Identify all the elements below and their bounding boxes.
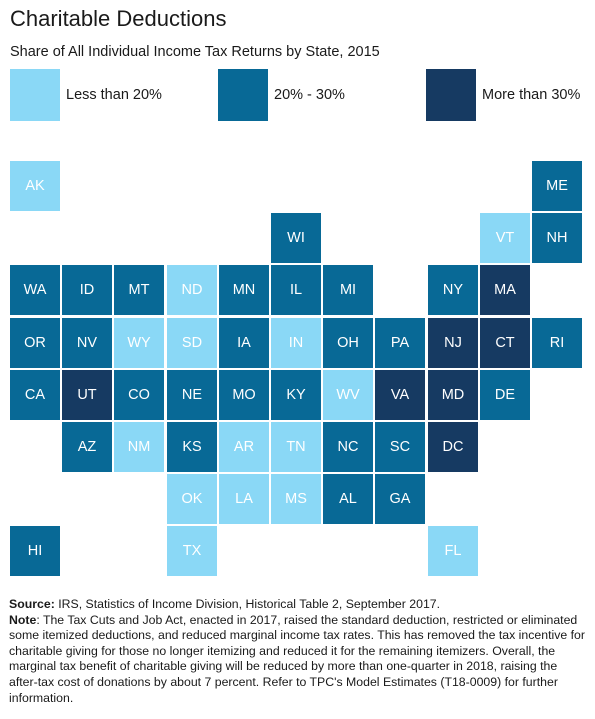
state-tile-ak: AK: [10, 161, 60, 211]
state-tile-hi: HI: [10, 526, 60, 576]
state-tile-wv: WV: [323, 370, 373, 420]
state-tile-ct: CT: [480, 318, 530, 368]
state-tile-ok: OK: [167, 474, 217, 524]
legend-swatch-low: [10, 69, 60, 121]
state-tile-co: CO: [114, 370, 164, 420]
tile-map: AK ME WI VT NH WA ID MT ND MN IL MI NY MA OR NV WY SD IA IN…: [10, 161, 582, 576]
state-tile-me: ME: [532, 161, 582, 211]
state-tile-pa: PA: [375, 318, 425, 368]
state-tile-ne: NE: [167, 370, 217, 420]
state-tile-mi: MI: [323, 265, 373, 315]
state-tile-tn: TN: [271, 422, 321, 472]
state-tile-ms: MS: [271, 474, 321, 524]
chart-subtitle: Share of All Individual Income Tax Retur…: [10, 44, 380, 60]
state-tile-sd: SD: [167, 318, 217, 368]
legend-swatch-high: [426, 69, 476, 121]
legend-swatch-mid: [218, 69, 268, 121]
state-tile-ca: CA: [10, 370, 60, 420]
state-tile-il: IL: [271, 265, 321, 315]
state-tile-ri: RI: [532, 318, 582, 368]
state-tile-ia: IA: [219, 318, 269, 368]
state-tile-mo: MO: [219, 370, 269, 420]
note-text: : The Tax Cuts and Job Act, enacted in 2…: [9, 612, 585, 705]
state-tile-nv: NV: [62, 318, 112, 368]
state-tile-dc: DC: [428, 422, 478, 472]
source-text: IRS, Statistics of Income Division, Hist…: [54, 597, 441, 611]
state-tile-md: MD: [428, 370, 478, 420]
state-tile-ny: NY: [428, 265, 478, 315]
state-tile-ga: GA: [375, 474, 425, 524]
state-tile-nd: ND: [167, 265, 217, 315]
state-tile-or: OR: [10, 318, 60, 368]
state-tile-id: ID: [62, 265, 112, 315]
state-tile-nh: NH: [532, 213, 582, 263]
state-tile-de: DE: [480, 370, 530, 420]
state-tile-nm: NM: [114, 422, 164, 472]
note-label: Note: [9, 612, 37, 627]
state-tile-mn: MN: [219, 265, 269, 315]
state-tile-wi: WI: [271, 213, 321, 263]
state-tile-nj: NJ: [428, 318, 478, 368]
footer: Source: IRS, Statistics of Income Divisi…: [9, 597, 589, 706]
source-label: Source:: [9, 597, 55, 611]
state-tile-ar: AR: [219, 422, 269, 472]
legend-label-mid: 20% - 30%: [274, 87, 345, 103]
state-tile-sc: SC: [375, 422, 425, 472]
state-tile-ut: UT: [62, 370, 112, 420]
state-tile-in: IN: [271, 318, 321, 368]
state-tile-oh: OH: [323, 318, 373, 368]
state-tile-az: AZ: [62, 422, 112, 472]
legend: Less than 20% 20% - 30% More than 30%: [0, 69, 595, 121]
state-tile-vt: VT: [480, 213, 530, 263]
state-tile-va: VA: [375, 370, 425, 420]
state-tile-nc: NC: [323, 422, 373, 472]
legend-label-high: More than 30%: [482, 87, 581, 103]
state-tile-wy: WY: [114, 318, 164, 368]
state-tile-ma: MA: [480, 265, 530, 315]
state-tile-fl: FL: [428, 526, 478, 576]
state-tile-la: LA: [219, 474, 269, 524]
chart-title: Charitable Deductions: [10, 6, 227, 31]
state-tile-mt: MT: [114, 265, 164, 315]
state-tile-ks: KS: [167, 422, 217, 472]
state-tile-ky: KY: [271, 370, 321, 420]
legend-label-low: Less than 20%: [66, 87, 162, 103]
state-tile-tx: TX: [167, 526, 217, 576]
state-tile-wa: WA: [10, 265, 60, 315]
state-tile-al: AL: [323, 474, 373, 524]
